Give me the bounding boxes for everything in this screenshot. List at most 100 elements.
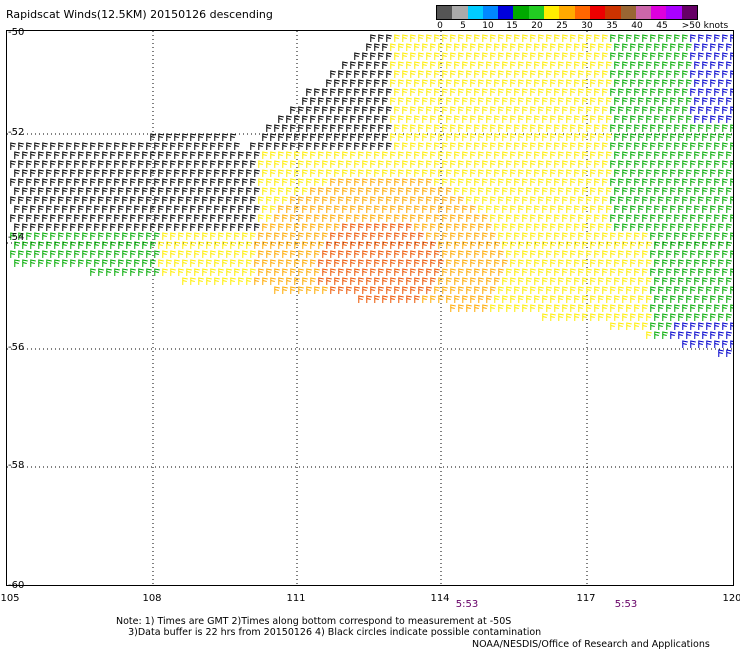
wind-barb [410, 142, 416, 150]
wind-barb [170, 160, 176, 168]
wind-barb [14, 169, 20, 177]
wind-barb [246, 277, 252, 285]
wind-barb [582, 151, 588, 159]
wind-barb [686, 115, 692, 123]
wind-barb [498, 70, 504, 78]
wind-barb [654, 169, 660, 177]
wind-barb [98, 214, 104, 222]
wind-barb [410, 232, 416, 240]
wind-barb [482, 304, 488, 312]
wind-barb [450, 214, 456, 222]
wind-barb [318, 277, 324, 285]
wind-barb [490, 268, 496, 276]
wind-barb [730, 88, 733, 96]
wind-barb [406, 277, 412, 285]
wind-barb [702, 259, 708, 267]
wind-barb [714, 178, 720, 186]
wind-barb [26, 178, 32, 186]
wind-barb [698, 142, 704, 150]
wind-barb [498, 304, 504, 312]
wind-barb [70, 223, 76, 231]
wind-barb [606, 151, 612, 159]
wind-barb [386, 214, 392, 222]
wind-barb [258, 250, 264, 258]
wind-barb [90, 142, 96, 150]
wind-barb [614, 115, 620, 123]
wind-barb [610, 178, 616, 186]
wind-barb [406, 295, 412, 303]
wind-barb [342, 115, 348, 123]
wind-barb [566, 97, 572, 105]
wind-barb [310, 241, 316, 249]
wind-barb [510, 79, 516, 87]
wind-barb [730, 340, 733, 348]
colorbar-label: >50 knots [681, 21, 729, 31]
wind-barb [422, 205, 428, 213]
wind-barb [718, 295, 724, 303]
wind-barb [462, 241, 468, 249]
wind-barb [558, 187, 564, 195]
wind-barb [362, 106, 368, 114]
wind-barb [162, 142, 168, 150]
wind-barb [422, 79, 428, 87]
wind-barb [378, 214, 384, 222]
wind-barb [86, 241, 92, 249]
wind-barb [226, 196, 232, 204]
wind-barb [534, 79, 540, 87]
wind-barb [202, 178, 208, 186]
wind-barb [626, 196, 632, 204]
wind-barb [686, 43, 692, 51]
wind-barb [242, 232, 248, 240]
wind-barb [582, 115, 588, 123]
wind-barb [462, 295, 468, 303]
wind-barb [538, 34, 544, 42]
wind-barb [206, 151, 212, 159]
wind-barb [102, 241, 108, 249]
wind-barb [438, 133, 444, 141]
wind-barb [390, 187, 396, 195]
wind-barb [718, 61, 724, 69]
wind-barb [358, 241, 364, 249]
wind-barb [222, 277, 228, 285]
wind-barb [458, 214, 464, 222]
wind-barb [290, 124, 296, 132]
wind-barb [314, 250, 320, 258]
wind-barb [466, 196, 472, 204]
wind-barb [578, 232, 584, 240]
wind-barb [590, 295, 596, 303]
wind-barb [562, 88, 568, 96]
wind-barb [182, 133, 188, 141]
wind-barb [450, 250, 456, 258]
wind-barb [426, 142, 432, 150]
wind-barb [666, 70, 672, 78]
wind-barb [34, 196, 40, 204]
wind-barb [258, 196, 264, 204]
wind-barb [70, 187, 76, 195]
wind-barb [726, 79, 732, 87]
wind-barb [474, 304, 480, 312]
wind-barb [322, 286, 328, 294]
wind-barb [254, 277, 260, 285]
wind-barb [730, 124, 733, 132]
wind-barb [566, 259, 572, 267]
wind-barb [618, 34, 624, 42]
wind-barb [42, 142, 48, 150]
wind-barb [654, 277, 660, 285]
wind-barb [602, 268, 608, 276]
wind-barb [178, 232, 184, 240]
wind-barb [534, 61, 540, 69]
wind-barb [370, 250, 376, 258]
wind-barb [598, 43, 604, 51]
wind-barb [390, 295, 396, 303]
wind-barb [462, 115, 468, 123]
wind-barb [590, 133, 596, 141]
wind-barb [394, 196, 400, 204]
wind-barb [506, 52, 512, 60]
wind-barb [630, 43, 636, 51]
wind-barb [570, 250, 576, 258]
wind-barb [698, 304, 704, 312]
wind-barb [374, 169, 380, 177]
wind-barb [146, 160, 152, 168]
wind-barb [410, 214, 416, 222]
wind-barb [274, 124, 280, 132]
